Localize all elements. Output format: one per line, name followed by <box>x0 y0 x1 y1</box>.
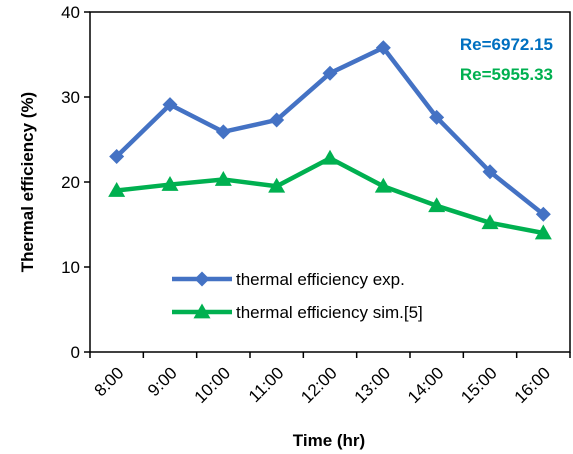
data-point-triangle <box>108 182 126 197</box>
data-point-triangle <box>321 149 339 165</box>
plot-area <box>89 11 571 353</box>
data-point-diamond <box>109 149 125 164</box>
series-2 <box>108 149 552 240</box>
x-tick-label: 8:00 <box>91 363 128 400</box>
reynolds-annotation: Re=5955.33 <box>460 65 553 84</box>
data-point-triangle <box>193 303 211 319</box>
data-point-triangle <box>374 177 392 193</box>
data-point-diamond <box>194 271 210 287</box>
data-point-diamond <box>535 206 551 222</box>
legend: thermal efficiency exp. thermal efficienc… <box>172 270 423 322</box>
x-tick-label: 12:00 <box>297 363 341 407</box>
data-point-diamond <box>269 112 285 128</box>
plot-border <box>89 11 571 353</box>
data-point-triangle <box>534 224 552 240</box>
data-point-triangle <box>161 176 179 191</box>
y-tick-label: 20 <box>61 173 80 192</box>
data-point-diamond <box>215 124 231 140</box>
y-tick-label: 0 <box>71 343 80 362</box>
reynolds-annotation: Re=6972.15 <box>460 35 553 54</box>
data-point-diamond <box>162 97 178 113</box>
x-tick-label: 10:00 <box>191 363 235 407</box>
data-point-diamond <box>375 40 391 56</box>
y-axis-title: Thermal efficiency (%) <box>18 92 37 272</box>
legend-label: thermal efficiency sim.[5] <box>236 303 423 322</box>
data-point-triangle <box>268 177 286 193</box>
data-point-triangle <box>481 214 499 230</box>
x-tick-label: 9:00 <box>144 363 181 400</box>
data-point-triangle <box>214 170 232 186</box>
x-axis-title: Time (hr) <box>293 431 365 450</box>
series-layer <box>108 40 552 240</box>
x-tick-label: 11:00 <box>245 363 288 406</box>
x-axis: 8:00 9:00 10:00 11:00 12:00 13:00 14:00 15:00 16… <box>89 352 571 407</box>
y-tick-label: 40 <box>61 3 80 22</box>
legend-label: thermal efficiency exp. <box>236 270 405 289</box>
data-point-diamond <box>322 65 338 81</box>
y-tick-label: 30 <box>61 88 80 107</box>
legend-item: thermal efficiency exp. <box>172 270 405 289</box>
legend-item: thermal efficiency sim.[5] <box>172 303 423 322</box>
y-tick-label: 10 <box>61 258 80 277</box>
x-tick-label: 14:00 <box>404 363 448 407</box>
x-tick-label: 13:00 <box>351 363 395 407</box>
x-tick-label: 16:00 <box>511 363 555 407</box>
y-axis: 0 10 20 30 40 <box>61 3 90 362</box>
data-point-triangle <box>428 197 446 213</box>
series-1 <box>109 40 551 222</box>
series-line <box>116 155 544 236</box>
annotations: Re=6972.15 Re=5955.33 <box>460 35 553 84</box>
data-point-diamond <box>482 164 498 180</box>
data-point-diamond <box>429 109 445 125</box>
x-tick-label: 15:00 <box>457 363 501 407</box>
